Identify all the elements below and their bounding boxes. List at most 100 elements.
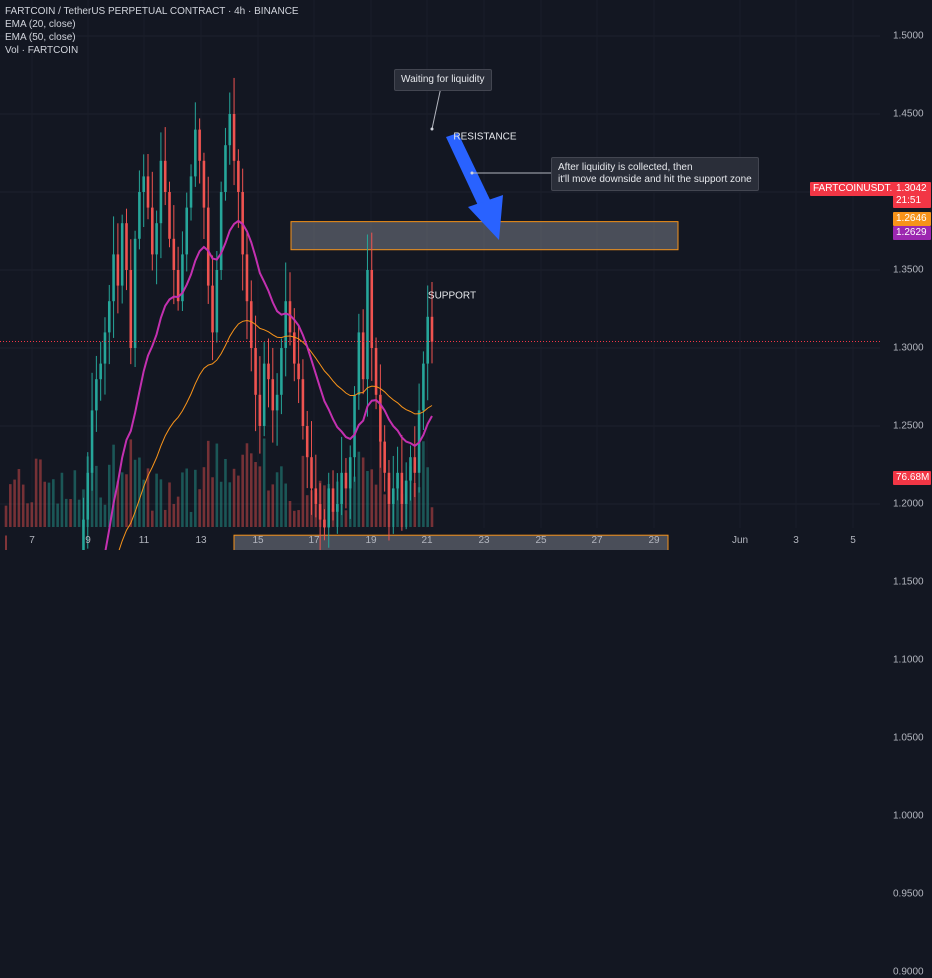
price-tick: 0.9500 bbox=[893, 888, 924, 900]
candle-body bbox=[254, 348, 257, 395]
candle-body bbox=[138, 192, 141, 239]
time-tick: 15 bbox=[252, 535, 264, 546]
candle-body bbox=[168, 192, 171, 239]
candle-body bbox=[348, 457, 352, 489]
time-tick: 19 bbox=[365, 535, 377, 546]
volume-bar bbox=[112, 444, 115, 527]
candle-body bbox=[129, 270, 133, 348]
ema50-line bbox=[118, 319, 433, 550]
support-zone bbox=[233, 534, 669, 550]
arrow-head bbox=[468, 195, 503, 240]
time-tick: 27 bbox=[591, 535, 603, 546]
volume-bar bbox=[4, 505, 8, 527]
volume-bar bbox=[426, 467, 429, 527]
volume-bar bbox=[39, 459, 42, 527]
price-tick: 1.1500 bbox=[893, 576, 924, 588]
volume-bar bbox=[125, 474, 128, 527]
candle-body bbox=[211, 285, 214, 333]
time-tick: Jun bbox=[731, 535, 749, 546]
volume-bar bbox=[293, 510, 296, 527]
volume-bar bbox=[95, 465, 98, 527]
volume-bar bbox=[237, 475, 240, 527]
candle-body bbox=[172, 238, 176, 270]
volume-bar bbox=[90, 467, 94, 527]
candle-body bbox=[155, 223, 158, 255]
candle-body bbox=[370, 270, 374, 348]
volume-bar bbox=[181, 472, 184, 527]
price-tick: 1.3000 bbox=[893, 342, 924, 354]
volume-bar bbox=[26, 503, 29, 527]
candle-body bbox=[146, 176, 150, 208]
ema20-line bbox=[104, 219, 433, 550]
candle-body bbox=[90, 410, 94, 473]
candle-body bbox=[383, 441, 386, 473]
candle-body bbox=[151, 207, 154, 255]
volume-bar bbox=[297, 510, 300, 527]
candle-body bbox=[99, 363, 102, 380]
time-tick: 9 bbox=[85, 535, 91, 546]
volume-bar bbox=[176, 496, 180, 527]
volume-bar bbox=[185, 468, 189, 527]
price-tick: 0.9000 bbox=[893, 966, 924, 978]
volume-bar bbox=[262, 438, 266, 527]
volume-bar bbox=[383, 494, 386, 527]
candle-body bbox=[112, 254, 115, 302]
volume-bar bbox=[30, 502, 34, 527]
volume-bar bbox=[202, 467, 206, 527]
candle-body bbox=[189, 176, 193, 208]
volume-bar bbox=[232, 468, 236, 527]
candle-body bbox=[357, 332, 361, 395]
candle-body bbox=[305, 426, 309, 458]
candle-body bbox=[301, 379, 305, 426]
price-tick: 1.0000 bbox=[893, 810, 924, 822]
volume-bar bbox=[13, 479, 16, 527]
candle-body bbox=[116, 254, 120, 286]
candle-body bbox=[249, 301, 253, 348]
candle-body bbox=[224, 145, 227, 192]
candle-body bbox=[430, 316, 434, 342]
candle-body bbox=[387, 472, 391, 504]
ema50-price-tag: 1.2646 bbox=[893, 212, 931, 226]
candle-body bbox=[176, 270, 180, 302]
candle-body bbox=[344, 472, 348, 489]
volume-bars bbox=[4, 438, 434, 527]
support-label: SUPPORT bbox=[427, 290, 477, 302]
candle-body bbox=[318, 504, 322, 520]
ema20-legend[interactable]: EMA (20, close) bbox=[5, 19, 76, 30]
candle-body bbox=[142, 176, 145, 192]
forecast-line-2: it'll move downside and hit the support … bbox=[558, 174, 752, 185]
volume-bar bbox=[99, 497, 102, 527]
volume-bar bbox=[60, 472, 64, 527]
volume-bar bbox=[284, 483, 287, 527]
price-tick: 1.5000 bbox=[893, 30, 924, 42]
time-tick: 29 bbox=[648, 535, 660, 546]
time-tick: 3 bbox=[793, 535, 799, 546]
volume-bar bbox=[224, 458, 227, 527]
volume-bar bbox=[64, 498, 68, 527]
volume-bar bbox=[353, 476, 356, 527]
volume-bar bbox=[275, 472, 279, 527]
volume-bar bbox=[142, 479, 145, 527]
volume-bar bbox=[107, 464, 111, 527]
candle-body bbox=[331, 488, 335, 512]
symbol-title[interactable]: FARTCOIN / TetherUS PERPETUAL CONTRACT ·… bbox=[5, 6, 299, 17]
volume-bar bbox=[267, 490, 270, 527]
volume-bar bbox=[103, 504, 107, 527]
last-price-value: 1.3042 bbox=[896, 183, 927, 194]
candle-body bbox=[198, 129, 201, 161]
candle-body bbox=[340, 472, 343, 504]
candle-body bbox=[280, 348, 283, 395]
candle-body bbox=[323, 519, 326, 528]
volume-legend[interactable]: Vol · FARTCOIN bbox=[5, 45, 79, 56]
price-chart[interactable] bbox=[0, 0, 932, 550]
volume-bar bbox=[168, 482, 171, 527]
ema50-legend[interactable]: EMA (50, close) bbox=[5, 32, 76, 43]
candle-body bbox=[413, 457, 417, 473]
annotation-connector bbox=[431, 86, 442, 130]
waiting-note[interactable]: Waiting for liquidity bbox=[394, 69, 492, 91]
candle-body bbox=[310, 457, 313, 489]
forecast-note[interactable]: After liquidity is collected, then it'll… bbox=[551, 157, 759, 191]
volume-bar bbox=[323, 485, 326, 527]
volume-bar bbox=[52, 479, 55, 527]
candle-body bbox=[133, 238, 137, 348]
